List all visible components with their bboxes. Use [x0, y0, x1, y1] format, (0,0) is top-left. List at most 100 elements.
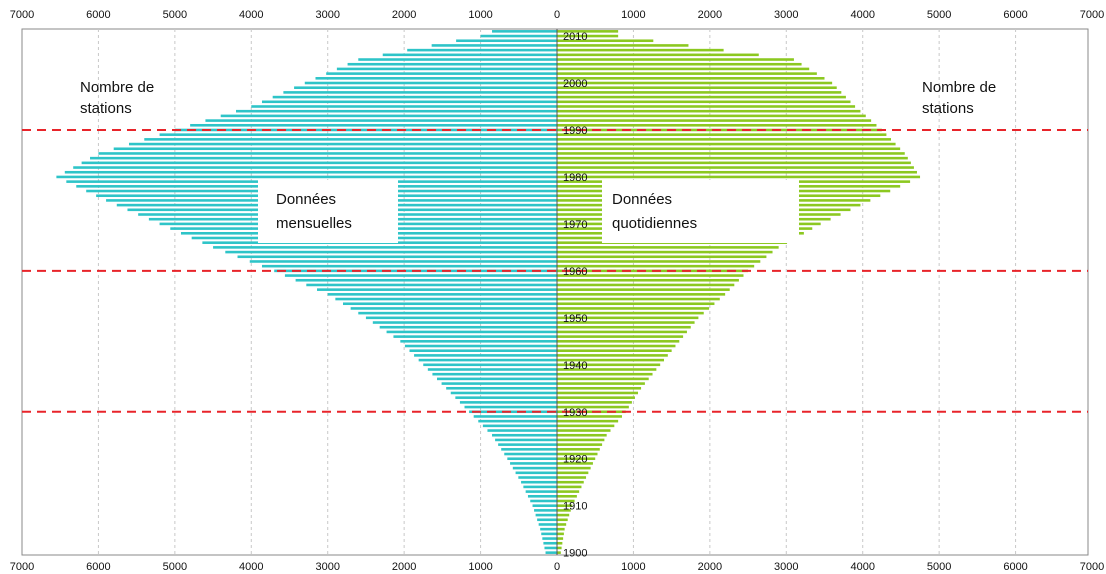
left-bar-1986	[113, 147, 557, 151]
top-tick-2000: 2000	[698, 9, 722, 21]
left-bar-1909	[534, 509, 557, 512]
left-bar-1944	[404, 344, 557, 348]
left-bar-1931	[464, 405, 557, 409]
left-bar-1943	[409, 349, 557, 352]
right-bar-2005	[557, 58, 794, 61]
left-bar-1918	[512, 466, 557, 470]
x-tick-labels: 7000 7000 6000 6000 5000 5000 4000 4000 3000 3000…	[10, 9, 1104, 573]
right-bar-1989	[557, 133, 887, 136]
right-bar-1965	[557, 246, 779, 249]
left-bar-1912	[527, 495, 557, 498]
left-bar-1914	[523, 485, 557, 489]
right-bar-1919	[557, 462, 593, 465]
right-bar-1937	[557, 377, 649, 381]
left-bar-1949	[372, 321, 557, 324]
right-bar-1909	[557, 509, 571, 512]
left-bar-1932	[459, 401, 557, 404]
left-bar-1954	[335, 297, 557, 301]
right-bar-1981	[557, 170, 917, 174]
right-bar-1940	[557, 363, 661, 367]
left-bar-1940	[423, 363, 557, 367]
left-bar-1953	[343, 302, 557, 306]
bottom-tick-5000: 5000	[163, 561, 187, 573]
right-bar-1994	[557, 109, 861, 113]
left-bar-1901	[544, 546, 557, 550]
year-label-1980: 1980	[563, 172, 587, 184]
right-bar-2004	[557, 62, 802, 66]
right-bar-1963	[557, 255, 767, 259]
right-bar-2008	[557, 44, 689, 47]
right-bar-1904	[557, 532, 564, 536]
left-bar-2011	[492, 30, 557, 33]
left-bar-1946	[393, 335, 557, 338]
right-bar-1906	[557, 523, 567, 526]
top-tick-0: 0	[554, 9, 560, 21]
left-bar-1937	[437, 377, 557, 381]
left-bar-1927	[482, 424, 557, 428]
left-bar-1924	[495, 438, 557, 442]
right-bar-1926	[557, 429, 611, 432]
top-tick-5000: 5000	[163, 9, 187, 21]
left-bar-1983	[81, 161, 557, 165]
left-bar-1925	[492, 433, 557, 437]
right-bar-1927	[557, 424, 615, 428]
left-bar-1902	[543, 541, 557, 545]
left-bar-1921	[504, 452, 557, 456]
right-bar-1941	[557, 358, 664, 362]
right-bar-1958	[557, 278, 739, 282]
right-bar-1920	[557, 457, 596, 461]
left-bar-1910	[532, 504, 557, 507]
left-bar-1905	[540, 527, 557, 531]
left-bar-1929	[473, 415, 557, 418]
right-bar-2009	[557, 39, 654, 43]
left-bar-2006	[382, 53, 557, 57]
right-bar-1984	[557, 156, 908, 160]
right-bar-1987	[557, 142, 896, 146]
bottom-tick-6000: 6000	[86, 561, 110, 573]
right-bar-1905	[557, 527, 565, 531]
top-tick-7000: 7000	[10, 9, 34, 21]
right-bar-1950	[557, 316, 699, 320]
right-bar-1907	[557, 518, 568, 522]
left-bar-1955	[327, 293, 557, 296]
right-bar-1934	[557, 391, 639, 395]
left-bar-1965	[213, 246, 558, 249]
right-bar-1932	[557, 401, 632, 404]
year-labels: 1900 1910 1920 1930 1940 1950 1960 1970 1980 1990…	[563, 31, 587, 560]
right-bar-1930	[557, 410, 626, 414]
right-bar-1922	[557, 448, 600, 451]
right-bar-1982	[557, 166, 914, 169]
right-bar-1903	[557, 537, 564, 540]
reference-lines	[22, 128, 1088, 413]
bottom-tick-0: 0	[554, 561, 560, 573]
right-bar-1936	[557, 382, 645, 385]
left-bar-1941	[418, 358, 557, 362]
right-bar-1962	[557, 260, 761, 263]
left-bar-1948	[379, 325, 557, 329]
top-tick-6000: 6000	[1003, 9, 1027, 21]
right-bar-1991	[557, 123, 877, 127]
left-bar-1903	[542, 537, 557, 540]
right-bar-1908	[557, 513, 570, 517]
bottom-tick-1000: 1000	[468, 561, 492, 573]
left-bar-1956	[317, 288, 557, 291]
right-bar-2011	[557, 30, 619, 33]
right-bar-1947	[557, 330, 687, 334]
monthly-label: Données mensuelles	[276, 191, 352, 232]
right-bar-2006	[557, 53, 759, 57]
right-count-label: Nombre de stations	[922, 79, 1000, 117]
left-bar-1908	[535, 513, 557, 517]
bottom-tick-7000: 7000	[1080, 561, 1104, 573]
left-bar-1959	[284, 274, 557, 277]
left-bar-1913	[525, 490, 557, 493]
left-bar-1930	[469, 410, 557, 414]
left-bar-1989	[159, 133, 558, 136]
left-bar-1900	[545, 551, 557, 554]
left-count-label: Nombre de stations	[80, 79, 158, 117]
right-bar-1985	[557, 152, 905, 155]
year-label-1930: 1930	[563, 407, 587, 419]
left-bar-2004	[347, 62, 557, 66]
left-bar-2009	[456, 39, 557, 43]
right-bar-1929	[557, 415, 622, 418]
